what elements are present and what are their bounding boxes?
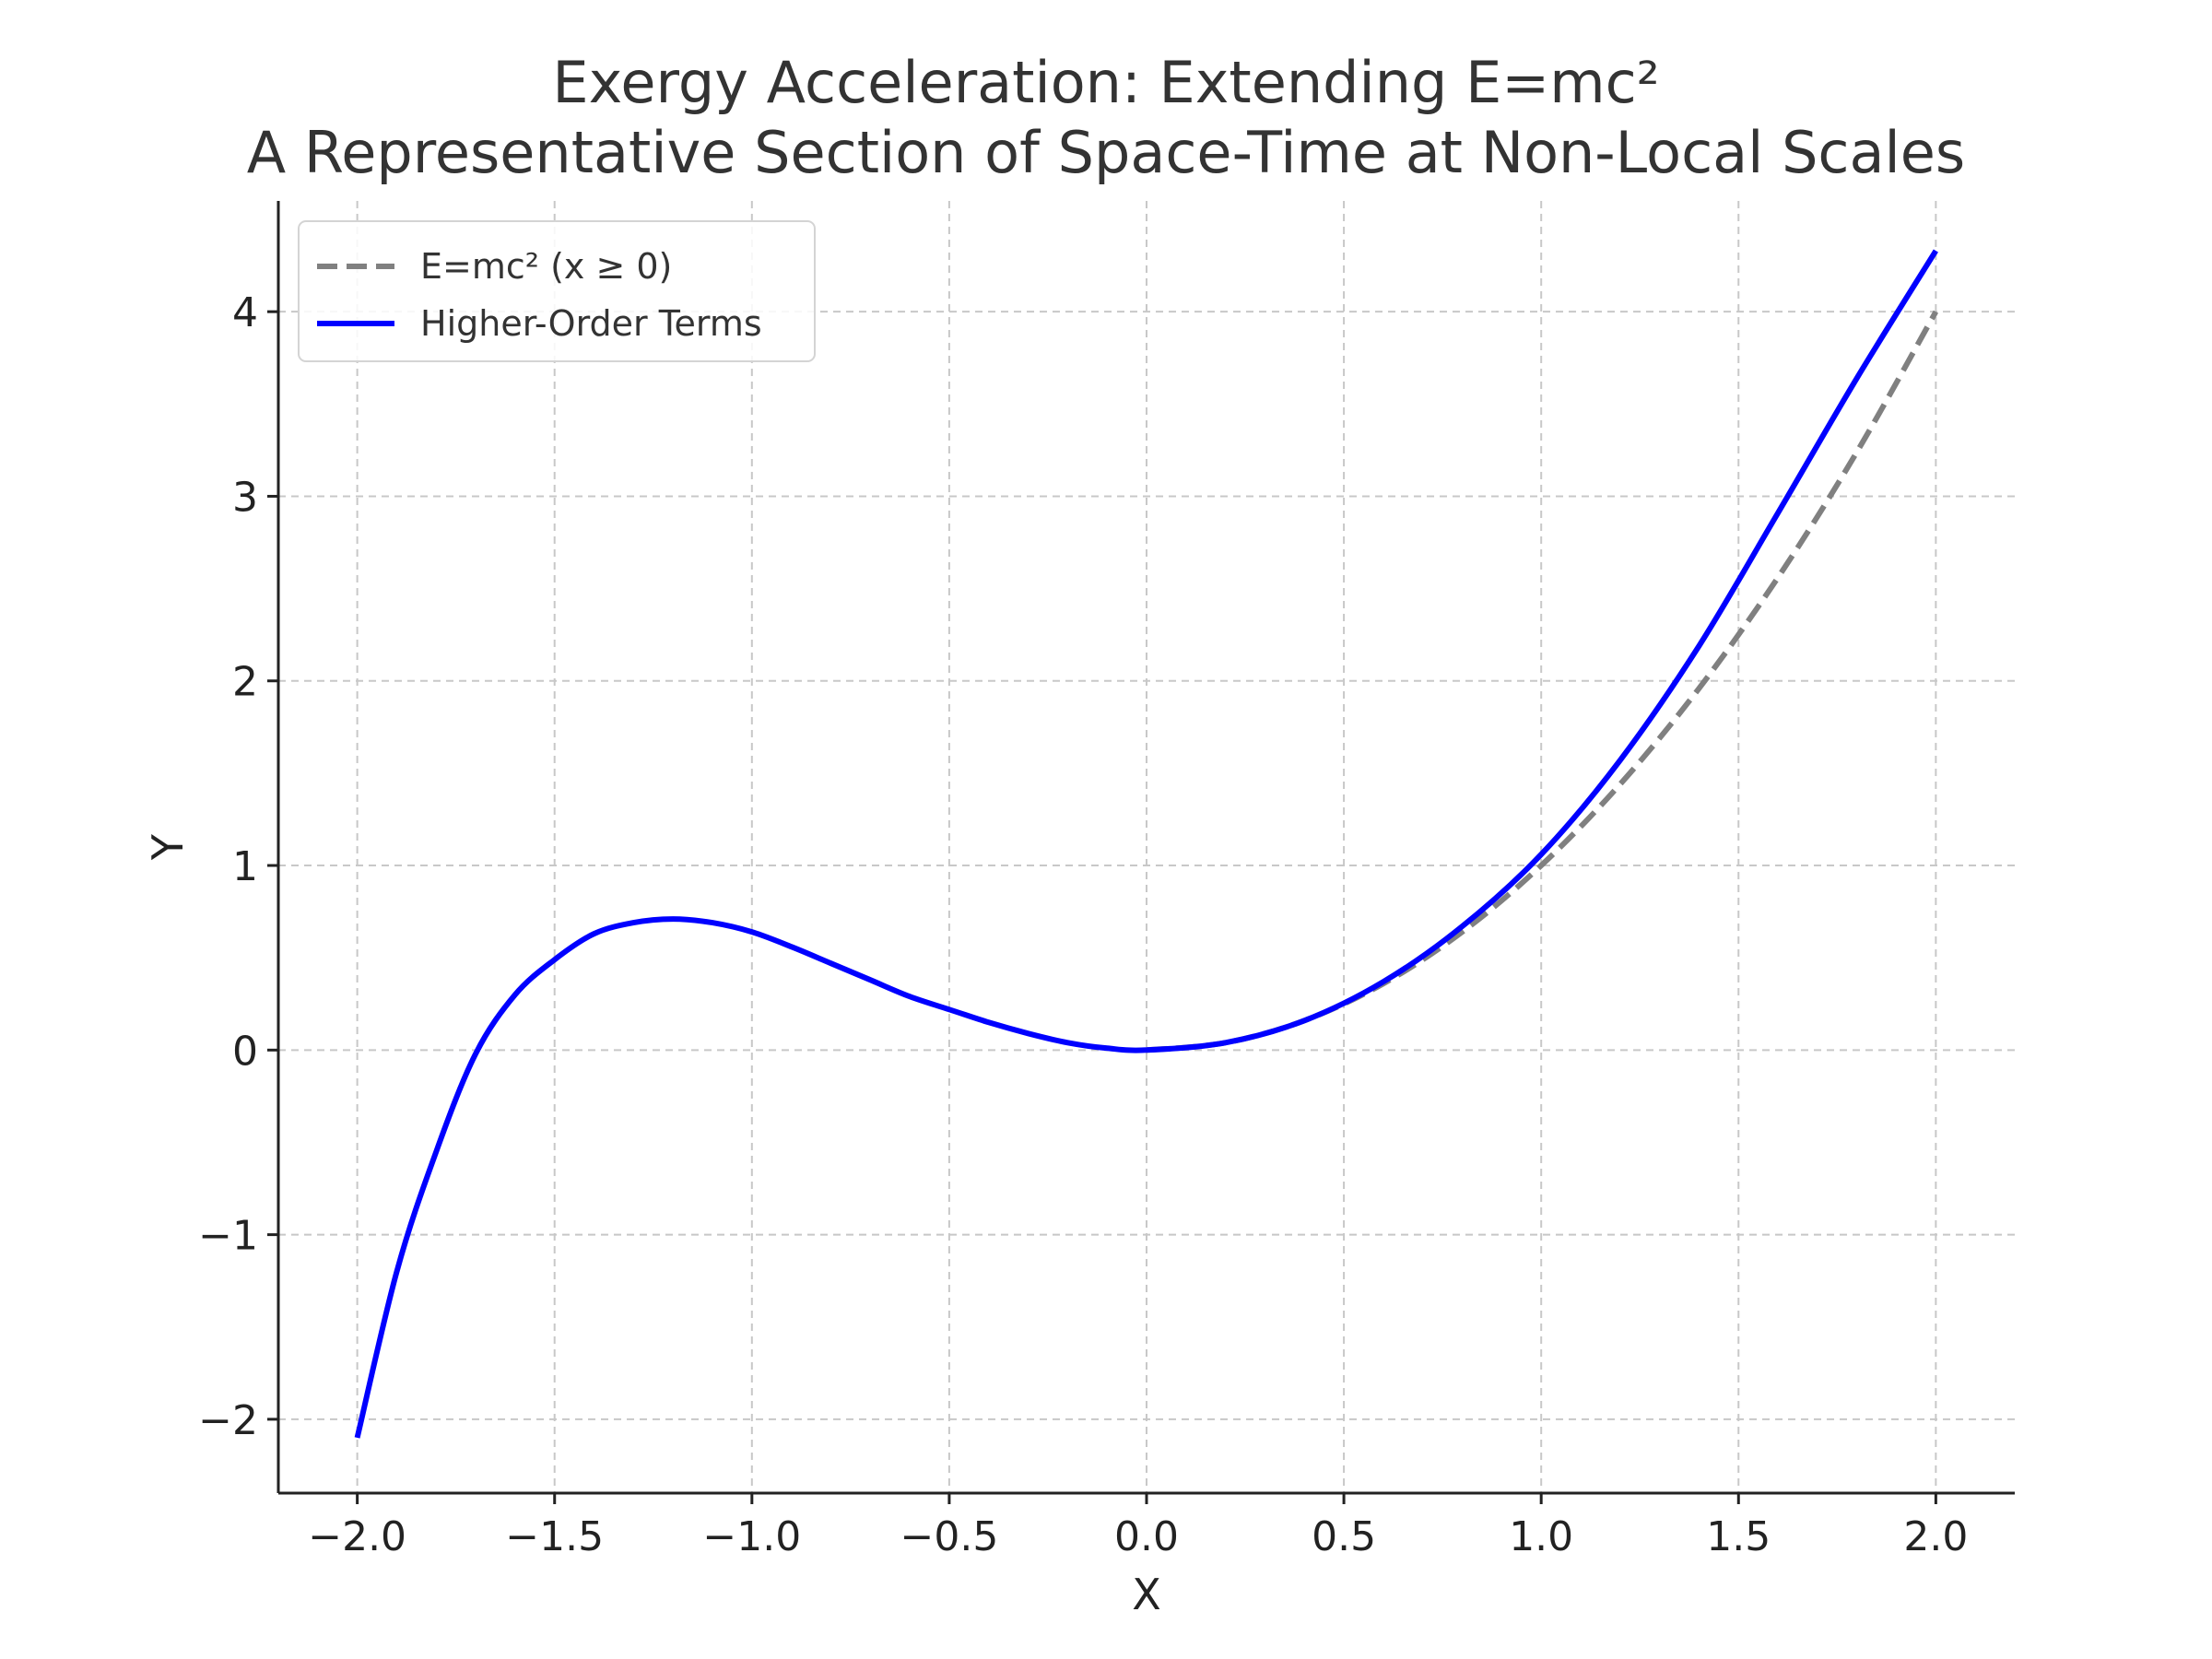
legend-entry: E=mc² (x ≥ 0) xyxy=(420,246,672,287)
grid xyxy=(278,201,2015,1493)
x-tick-label: −1.5 xyxy=(505,1513,604,1560)
legend-entry: Higher-Order Terms xyxy=(420,303,762,344)
y-tick-label: 2 xyxy=(232,659,258,706)
legend-box xyxy=(298,220,816,362)
series-lines xyxy=(354,249,1939,1439)
chart-title: Exergy Acceleration: Extending E=mc² A R… xyxy=(246,49,1966,186)
y-tick-label: 3 xyxy=(232,474,258,521)
legend: E=mc² (x ≥ 0) Higher-Order Terms xyxy=(298,220,816,362)
y-tick-label: 0 xyxy=(232,1028,258,1075)
series-line-1 xyxy=(354,249,1938,1439)
x-tick-label: 2.0 xyxy=(1903,1513,1968,1560)
x-tick-label: 1.5 xyxy=(1706,1513,1771,1560)
x-tick-label: −2.0 xyxy=(308,1513,406,1560)
x-axis-label: X xyxy=(1132,1570,1161,1619)
y-tick-label: 4 xyxy=(232,289,258,336)
ticks: −2.0 −1.5 −1.0 −0.5 0.0 0.5 1.0 1.5 2.0 −2 −1 0 1 2 3 4 xyxy=(198,289,1968,1560)
y-tick-label: 1 xyxy=(232,843,258,890)
x-tick-label: −0.5 xyxy=(900,1513,998,1560)
x-tick-label: 0.0 xyxy=(1114,1513,1179,1560)
x-tick-label: 0.5 xyxy=(1312,1513,1376,1560)
y-axis-label: Y xyxy=(143,833,193,861)
x-tick-label: 1.0 xyxy=(1509,1513,1573,1560)
x-tick-label: −1.0 xyxy=(702,1513,801,1560)
y-tick-label: −2 xyxy=(198,1397,258,1444)
y-tick-label: −1 xyxy=(198,1213,258,1260)
